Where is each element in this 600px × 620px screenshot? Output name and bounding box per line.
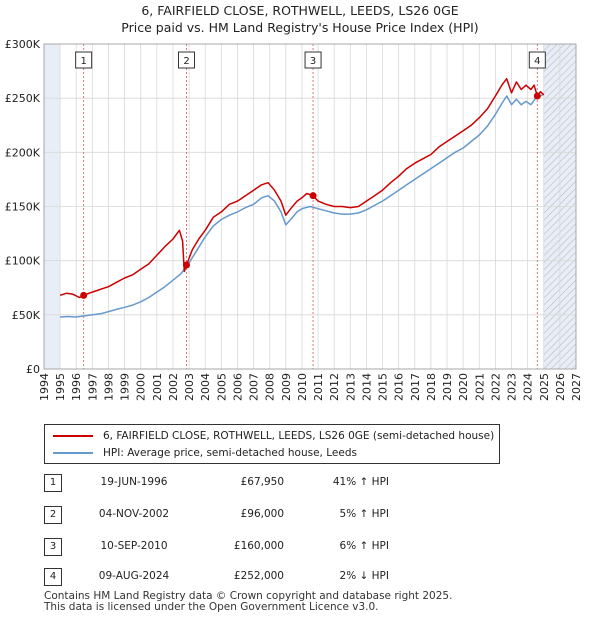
x-tick-label: 2005	[215, 373, 228, 401]
x-tick-label: 2007	[248, 373, 261, 401]
x-tick-label: 2000	[135, 373, 148, 401]
sale-number-box	[178, 51, 196, 69]
sale-number-label: 1	[80, 56, 86, 67]
sale-price: £67,950	[240, 476, 284, 488]
chart-title-address: 6, FAIRFIELD CLOSE, ROTHWELL, LEEDS, LS2…	[141, 3, 459, 18]
sale-number-box	[304, 51, 322, 69]
sale-row: 2 04-NOV-2002 £96,000 5% ↑ HPI	[44, 506, 564, 524]
x-tick-label: 2023	[506, 373, 519, 401]
y-tick-label: £200K	[5, 146, 41, 159]
x-tick-label: 2018	[425, 373, 438, 401]
x-tick-label: 2017	[409, 373, 422, 401]
x-tick-label: 1998	[102, 373, 115, 401]
x-tick-label: 2015	[377, 373, 390, 401]
sale-date: 04-NOV-2002	[98, 508, 170, 520]
sale-badge: 3	[44, 538, 62, 556]
y-tick-label: £100K	[5, 255, 41, 268]
x-tick-label: 2008	[264, 373, 277, 401]
sale-number-label: 4	[534, 56, 540, 67]
x-tick-label: 2002	[167, 373, 180, 401]
chart-subtitle: Price paid vs. HM Land Registry's House …	[121, 20, 479, 35]
y-tick-label: £300K	[5, 38, 41, 51]
sale-point	[183, 261, 191, 269]
price-paid-line	[59, 77, 545, 299]
x-tick-label: 1996	[70, 373, 83, 401]
sale-price: £160,000	[233, 540, 284, 552]
x-tick-label: 1995	[54, 373, 67, 401]
sale-row: 1 19-JUN-1996 £67,950 41% ↑ HPI	[44, 474, 564, 492]
sale-number-label: 2	[183, 56, 189, 67]
sale-hpi-diff: 6% ↑ HPI	[339, 540, 389, 552]
x-tick-label: 2016	[393, 373, 406, 401]
sale-badge: 4	[44, 568, 62, 586]
sale-number-box	[528, 51, 546, 69]
y-tick-label: £0	[26, 363, 40, 376]
x-tick-label: 2012	[328, 373, 341, 401]
x-tick-label: 2019	[441, 373, 454, 401]
plot-frame	[43, 43, 577, 370]
sale-hpi-diff: 2% ↓ HPI	[339, 570, 389, 582]
x-tick-label: 2009	[280, 373, 293, 401]
chart-legend: 6, FAIRFIELD CLOSE, ROTHWELL, LEEDS, LS2…	[44, 424, 500, 464]
legend-item-hpi: HPI: Average price, semi-detached house,…	[53, 445, 357, 461]
sale-point	[309, 192, 317, 200]
x-tick-label: 2004	[199, 373, 212, 401]
sale-number-label: 3	[310, 56, 316, 67]
sale-point	[80, 291, 88, 299]
sale-hpi-diff: 5% ↑ HPI	[339, 508, 389, 520]
y-tick-label: £150K	[5, 201, 41, 214]
y-tick-label: £50K	[12, 309, 41, 322]
legend-hpi-label: HPI: Average price, semi-detached house,…	[103, 447, 357, 459]
legend-hpi-swatch	[53, 452, 93, 454]
x-tick-label: 2001	[151, 373, 164, 401]
sale-row: 4 09-AUG-2024 £252,000 2% ↓ HPI	[44, 568, 564, 586]
x-tick-label: 2013	[344, 373, 357, 401]
sale-price: £252,000	[233, 570, 284, 582]
x-tick-label: 2025	[538, 373, 551, 401]
x-tick-label: 1994	[38, 373, 51, 401]
sale-row: 3 10-SEP-2010 £160,000 6% ↑ HPI	[44, 538, 564, 556]
x-tick-label: 2006	[231, 373, 244, 401]
x-tick-label: 2003	[183, 373, 196, 401]
sale-date: 19-JUN-1996	[100, 476, 168, 488]
x-tick-label: 2027	[570, 373, 583, 401]
x-tick-label: 2014	[360, 373, 373, 401]
footer-copyright: Contains HM Land Registry data © Crown c…	[44, 590, 453, 602]
x-tick-label: 2024	[522, 373, 535, 401]
x-tick-label: 2026	[554, 373, 567, 401]
sale-date: 10-SEP-2010	[100, 540, 168, 552]
sale-price: £96,000	[240, 508, 284, 520]
sale-number-box	[75, 51, 93, 69]
sale-hpi-diff: 41% ↑ HPI	[332, 476, 389, 488]
sale-date: 09-AUG-2024	[98, 570, 170, 582]
sale-badge: 1	[44, 474, 62, 492]
y-tick-label: £250K	[5, 92, 41, 105]
x-tick-label: 2020	[457, 373, 470, 401]
x-tick-label: 2022	[489, 373, 502, 401]
footer-licence: This data is licensed under the Open Gov…	[44, 601, 379, 613]
hpi-line	[60, 93, 545, 318]
sale-badge: 2	[44, 506, 62, 524]
x-tick-label: 2010	[296, 373, 309, 401]
legend-price-swatch	[53, 435, 93, 437]
x-tick-label: 2021	[473, 373, 486, 401]
x-tick-label: 2011	[312, 373, 325, 401]
legend-item-price: 6, FAIRFIELD CLOSE, ROTHWELL, LEEDS, LS2…	[53, 428, 494, 444]
sale-point	[533, 92, 541, 100]
x-tick-label: 1999	[119, 373, 132, 401]
legend-price-label: 6, FAIRFIELD CLOSE, ROTHWELL, LEEDS, LS2…	[103, 430, 495, 442]
x-tick-label: 1997	[86, 373, 99, 401]
